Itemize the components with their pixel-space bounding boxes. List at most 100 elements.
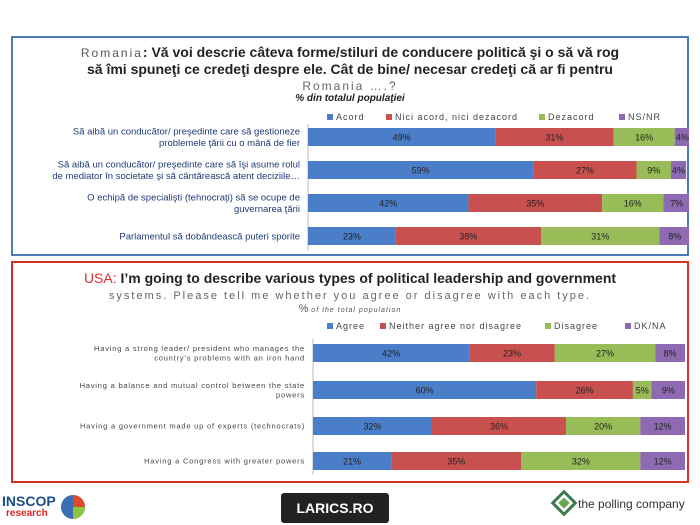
category-label: guvernarea ţării <box>234 204 300 215</box>
data-label: 23% <box>503 349 521 359</box>
data-label: 35% <box>526 199 544 209</box>
romania-subtitle: % din totalul populaţiei <box>295 93 405 104</box>
data-label: 35% <box>447 457 465 467</box>
inscop-logo: INSCOP research <box>0 488 110 525</box>
bar-segment <box>313 344 470 362</box>
legend-swatch <box>327 323 333 329</box>
romania-title: Romania: Vă voi descrie câteva forme/sti… <box>13 44 687 94</box>
data-label: 49% <box>393 133 411 143</box>
data-label: 32% <box>572 457 590 467</box>
legend-swatch <box>386 114 392 120</box>
data-label: 12% <box>654 422 672 432</box>
legend-swatch <box>545 323 551 329</box>
romania-title-line2: să îmi spuneţi ce credeţi despre ele. Câ… <box>87 61 613 77</box>
bar-segment <box>640 417 685 435</box>
bar-segment <box>541 227 660 245</box>
usa-title-country: USA: <box>83 270 117 286</box>
legend-label: Dezacord <box>548 112 595 122</box>
legend-label: Disagree <box>554 321 598 331</box>
bar-segment <box>613 128 675 146</box>
polling-logo-text: the polling company <box>578 497 685 511</box>
bar-segment <box>674 128 689 146</box>
larics-logo: LARICS.RO <box>281 493 389 523</box>
category-label: Having a strong leader/ president who ma… <box>94 344 305 353</box>
polling-diamond-icon <box>550 489 578 517</box>
bar-segment <box>632 381 652 399</box>
category-label: Să aibă un conducător/ preşedinte care s… <box>58 160 300 171</box>
data-label: 8% <box>668 232 681 242</box>
usa-panel: USA: I’m going to describe various types… <box>11 261 689 483</box>
bar-segment <box>663 194 689 212</box>
bar-segment <box>308 194 469 212</box>
data-label: 60% <box>416 386 434 396</box>
bar-segment <box>308 161 534 179</box>
data-label: 5% <box>636 386 649 396</box>
bar-segment <box>395 227 542 245</box>
usa-subtitle-text: of the total population <box>311 307 402 314</box>
usa-subtitle: % of the total population <box>13 303 687 315</box>
bar-segment <box>536 381 633 399</box>
polling-company-logo: the polling company <box>548 488 698 525</box>
data-label: 42% <box>382 349 400 359</box>
bar-segment <box>432 417 566 435</box>
data-label: 16% <box>635 133 653 143</box>
usa-chart: Agree Neither agree nor disagree Disagree D… <box>80 321 685 475</box>
bar-segment <box>670 161 687 179</box>
bar-segment <box>533 161 637 179</box>
category-label: Parlamentul să dobândească puteri sporit… <box>119 231 300 242</box>
usa-title-line1: I’m going to describe various types of p… <box>116 270 617 286</box>
data-label: 26% <box>576 386 594 396</box>
romania-title-line3: Romania ….? <box>302 79 398 93</box>
data-label: 4% <box>672 166 685 176</box>
category-label: Having a balance and mutual control betw… <box>80 381 305 390</box>
inscop-pie-icon <box>61 495 85 519</box>
usa-title: USA: I’m going to describe various types… <box>13 270 687 304</box>
data-label: 32% <box>364 422 382 432</box>
legend-swatch <box>625 323 631 329</box>
data-label: 31% <box>591 232 609 242</box>
larics-logo-text: LARICS.RO <box>296 500 374 516</box>
legend-label: DK/NA <box>634 321 667 331</box>
inscop-logo-name: INSCOP <box>2 493 56 509</box>
category-label: powers <box>276 390 305 399</box>
data-label: 4% <box>676 133 689 143</box>
usa-title-line2: systems. Please tell me whether you agre… <box>108 290 592 302</box>
legend-label: Acord <box>336 112 365 122</box>
data-label: 21% <box>343 457 361 467</box>
data-label: 8% <box>664 349 677 359</box>
legend-swatch <box>619 114 625 120</box>
data-label: 16% <box>624 199 642 209</box>
bar-segment <box>655 344 685 362</box>
data-label: 38% <box>459 232 477 242</box>
data-label: 20% <box>594 422 612 432</box>
bar-segment <box>565 417 641 435</box>
bar-segment <box>313 452 392 470</box>
bar-segment <box>468 194 603 212</box>
data-label: 31% <box>545 133 563 143</box>
category-label: O echipă de specialişti (tehnocraţi) să … <box>87 193 300 204</box>
bar-segment <box>640 452 685 470</box>
data-label: 23% <box>343 232 361 242</box>
data-label: 7% <box>670 199 683 209</box>
bar-segment <box>521 452 641 470</box>
bar-segment <box>308 227 396 245</box>
legend-label: Nici acord, nici dezacord <box>395 112 518 122</box>
inscop-logo-sub: research <box>6 508 48 519</box>
data-label: 42% <box>379 199 397 209</box>
data-label: 27% <box>576 166 594 176</box>
romania-title-line1: : Vă voi descrie câteva forme/stiluri de… <box>142 44 620 60</box>
category-label: Having a government made up of experts (… <box>80 422 305 431</box>
legend-label: Neither agree nor disagree <box>389 321 522 331</box>
bar-segment <box>659 227 689 245</box>
legend-label: NS/NR <box>628 112 661 122</box>
category-label: Să aibă un conducător/ preşedinte care s… <box>73 127 300 138</box>
legend-swatch <box>539 114 545 120</box>
romania-chart: Acord Nici acord, nici dezacord Dezacord NS… <box>52 112 689 250</box>
bar-segment <box>469 344 555 362</box>
legend-swatch <box>327 114 333 120</box>
bar-segment <box>308 128 496 146</box>
bar-segment <box>651 381 685 399</box>
bar-segment <box>313 381 537 399</box>
data-label: 36% <box>490 422 508 432</box>
category-label: de mediator în societate şi să cântăreas… <box>52 171 300 182</box>
